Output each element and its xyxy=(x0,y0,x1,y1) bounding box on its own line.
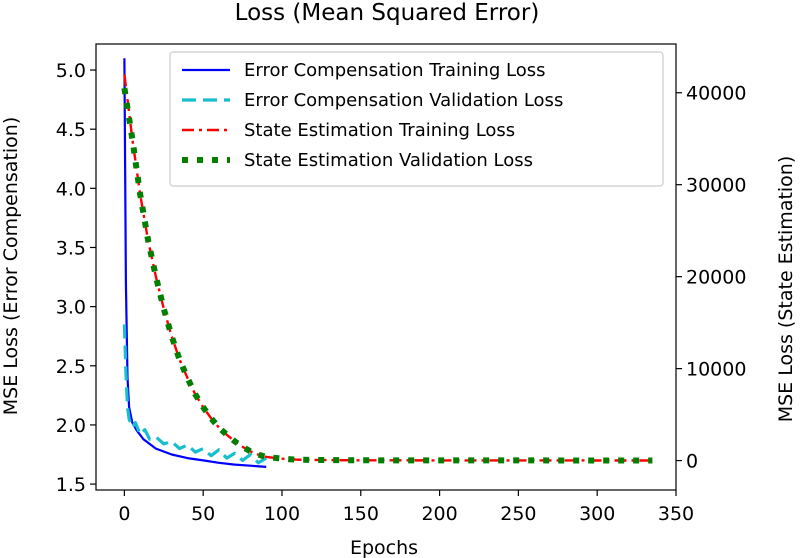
y-left-tick-label: 5.0 xyxy=(56,60,86,82)
series-line-4 xyxy=(121,87,653,464)
x-tick-label: 200 xyxy=(421,503,457,525)
y-right-tick-label: 30000 xyxy=(686,175,746,197)
x-axis: 0 50 100 150 200 250 300 350 xyxy=(118,490,694,525)
x-tick-label: 250 xyxy=(500,503,536,525)
chart-title: Loss (Mean Squared Error) xyxy=(235,0,540,26)
y-right-tick-label: 20000 xyxy=(686,267,746,289)
series-layer xyxy=(121,58,653,468)
y-right-axis-title: MSE Loss (State Estimation) xyxy=(775,156,797,423)
legend-box xyxy=(169,51,664,187)
y-left-axis: 1.5 2.0 2.5 3.0 3.5 4.0 4.5 5.0 xyxy=(56,60,96,496)
y-left-tick-label: 4.0 xyxy=(56,178,86,200)
x-tick-label: 100 xyxy=(264,503,300,525)
legend-label-1: Error Compensation Training Loss xyxy=(244,60,545,81)
y-right-tick-label: 10000 xyxy=(686,359,746,381)
x-tick-label: 150 xyxy=(343,503,379,525)
x-tick-label: 0 xyxy=(118,503,130,525)
x-axis-title: Epochs xyxy=(350,537,418,558)
legend-label-3: State Estimation Training Loss xyxy=(244,120,515,141)
legend-label-2: Error Compensation Validation Loss xyxy=(244,90,563,111)
x-tick-label: 50 xyxy=(191,503,215,525)
y-left-tick-label: 2.5 xyxy=(56,356,86,378)
series-line-2 xyxy=(122,324,268,465)
x-tick-label: 350 xyxy=(658,503,694,525)
y-right-tick-label: 0 xyxy=(686,451,698,473)
x-tick-label: 300 xyxy=(579,503,615,525)
y-left-axis-title: MSE Loss (Error Compensation) xyxy=(0,117,22,416)
y-left-tick-label: 3.0 xyxy=(56,297,86,319)
legend-label-4: State Estimation Validation Loss xyxy=(244,150,533,171)
y-left-tick-label: 2.0 xyxy=(56,415,86,437)
y-right-axis: 0 10000 20000 30000 40000 xyxy=(676,83,746,473)
y-left-tick-label: 3.5 xyxy=(56,237,86,259)
legend: Error Compensation Training Loss Error Co… xyxy=(169,51,664,187)
y-left-tick-label: 4.5 xyxy=(56,119,86,141)
y-left-tick-label: 1.5 xyxy=(56,474,86,496)
y-right-tick-label: 40000 xyxy=(686,83,746,105)
